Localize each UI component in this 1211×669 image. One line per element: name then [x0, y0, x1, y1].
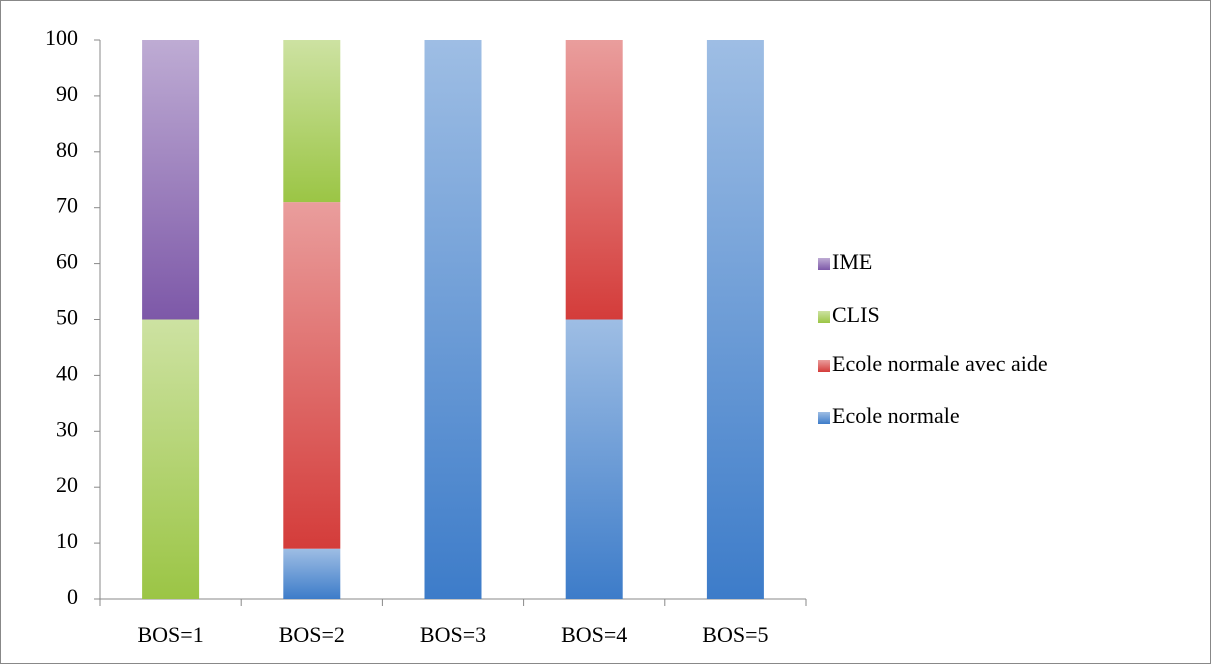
y-tick-label: 10: [56, 528, 78, 553]
bar-segment: [565, 319, 623, 599]
bar-segment: [424, 40, 482, 599]
legend-label: Ecole normale avec aide: [832, 351, 1048, 376]
y-tick-label: 100: [45, 25, 78, 50]
legend-swatch: [818, 360, 830, 372]
legend-swatch: [818, 412, 830, 424]
bar-segment: [283, 548, 341, 599]
bar-segment: [142, 319, 200, 599]
y-tick-label: 20: [56, 472, 78, 497]
y-tick-label: 80: [56, 137, 78, 162]
x-tick-label: BOS=1: [137, 622, 203, 647]
legend-label: Ecole normale: [832, 403, 960, 428]
legend-label: IME: [832, 249, 872, 274]
x-tick-label: BOS=5: [702, 622, 768, 647]
y-tick-label: 30: [56, 416, 78, 441]
bar-segment: [283, 202, 341, 549]
bar-segment: [283, 40, 341, 203]
x-tick-label: BOS=2: [279, 622, 345, 647]
x-tick-label: BOS=4: [561, 622, 627, 647]
y-tick-label: 0: [67, 584, 78, 609]
y-tick-label: 60: [56, 249, 78, 274]
x-tick-label: BOS=3: [420, 622, 486, 647]
legend-swatch: [818, 311, 830, 323]
bar-segment: [565, 40, 623, 320]
legend-label: CLIS: [832, 302, 880, 327]
y-tick-label: 90: [56, 81, 78, 106]
y-tick-label: 40: [56, 360, 78, 385]
bar-segment: [706, 40, 764, 599]
y-tick-label: 50: [56, 305, 78, 330]
bar-segment: [142, 40, 200, 320]
y-tick-label: 70: [56, 193, 78, 218]
legend-swatch: [818, 258, 830, 270]
